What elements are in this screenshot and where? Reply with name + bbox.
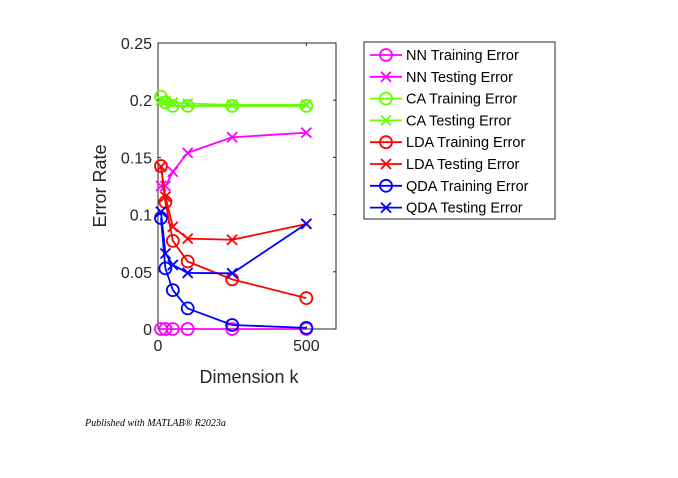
data-point <box>226 234 238 246</box>
data-point <box>180 99 195 113</box>
axes-box <box>157 42 337 330</box>
data-point <box>226 99 238 111</box>
legend-marker <box>379 48 393 62</box>
legend-entry: NN Training Error <box>370 48 519 64</box>
y-tick-label: 0.1 <box>130 208 152 225</box>
legend-label: LDA Training Error <box>406 135 525 151</box>
legend-entry: CA Testing Error <box>370 113 511 129</box>
data-point <box>182 232 194 245</box>
legend-label: QDA Training Error <box>406 179 529 195</box>
data-point <box>225 322 240 336</box>
legend-entry: QDA Testing Error <box>370 201 523 217</box>
series-qda-testing-error <box>155 206 312 279</box>
data-point <box>165 322 180 336</box>
legend-box <box>363 41 556 220</box>
data-point <box>180 322 195 336</box>
y-tick-label: 0.15 <box>121 150 152 167</box>
data-point <box>159 191 172 203</box>
legend-marker <box>379 91 393 106</box>
legend-label: NN Testing Error <box>406 70 513 86</box>
data-point <box>159 247 172 260</box>
plot-area: 0 0.05 0.1 0.15 0.2 0.25 0 500 <box>121 36 337 355</box>
y-tick-label: 0.05 <box>121 265 152 282</box>
data-point <box>158 261 173 276</box>
x-axis-label: Dimension k <box>199 367 299 387</box>
data-point <box>225 99 240 113</box>
series-line <box>160 211 307 275</box>
data-point <box>165 283 180 298</box>
data-point <box>225 318 240 332</box>
data-point <box>182 97 194 110</box>
legend-entry: CA Training Error <box>370 92 517 108</box>
y-axis-label: Error Rate <box>90 144 110 227</box>
data-point <box>155 206 167 218</box>
legend-label: CA Testing Error <box>406 113 511 129</box>
data-point <box>167 96 179 109</box>
data-point <box>165 99 180 113</box>
y-tick-label: 0 <box>143 322 152 339</box>
legend-label: CA Training Error <box>406 92 517 108</box>
legend-entry: LDA Training Error <box>370 135 525 151</box>
legend-label: LDA Testing Error <box>406 157 520 173</box>
x-tick-label: 0 <box>154 338 163 355</box>
data-point <box>167 166 179 178</box>
legend-marker <box>380 71 392 83</box>
legend-label: QDA Testing Error <box>406 201 523 217</box>
data-point <box>155 160 167 173</box>
legend-marker <box>379 135 393 150</box>
series-nn-training-error <box>154 322 314 336</box>
legend-marker <box>379 178 393 193</box>
series-lda-testing-error <box>155 160 312 246</box>
data-point <box>300 218 312 230</box>
series-line <box>160 217 307 329</box>
data-point <box>299 291 314 306</box>
legend-label: NN Training Error <box>406 48 519 64</box>
y-tick-label: 0.25 <box>121 36 152 53</box>
series-line <box>160 166 307 241</box>
data-point <box>300 127 312 139</box>
legend-marker <box>380 158 392 170</box>
data-point <box>299 99 314 113</box>
data-point <box>226 131 238 143</box>
legend-entry: NN Testing Error <box>370 70 513 86</box>
data-point <box>167 259 179 271</box>
data-point <box>159 180 172 192</box>
legend: NN Training Error NN Testing Error CA Trai… <box>363 41 556 220</box>
data-point <box>180 254 195 269</box>
data-point <box>300 99 312 111</box>
legend-marker <box>380 114 392 127</box>
legend-marker <box>380 201 392 214</box>
footer-text: Published with MATLAB® R2023a <box>85 418 226 429</box>
series-ca-testing-error <box>155 94 312 111</box>
data-point <box>182 147 194 159</box>
data-point <box>182 267 194 279</box>
x-tick-label: 500 <box>293 338 320 355</box>
legend-entry: QDA Training Error <box>370 179 529 195</box>
data-point <box>180 301 195 316</box>
legend-entry: LDA Testing Error <box>370 157 520 173</box>
data-point <box>158 322 173 336</box>
data-point <box>226 267 238 279</box>
data-point <box>167 221 179 233</box>
data-point <box>299 320 314 335</box>
data-point <box>165 234 180 248</box>
y-tick-label: 0.2 <box>130 93 152 110</box>
